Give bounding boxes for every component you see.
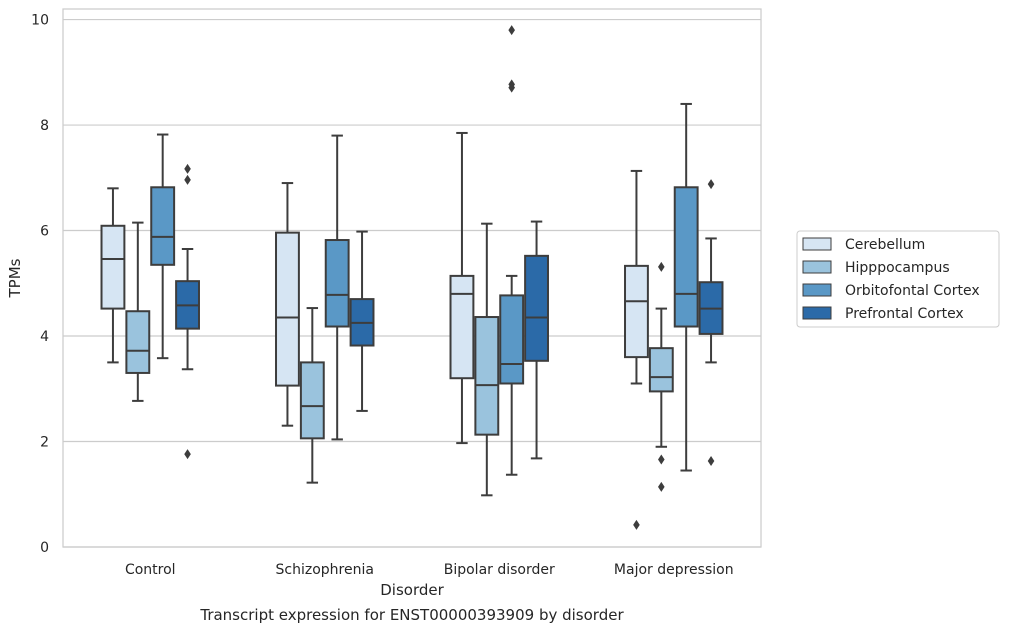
box-hipppocampus: [648, 261, 674, 492]
x-tick-label: Schizophrenia: [276, 562, 374, 578]
legend-label: Hipppocampus: [845, 260, 950, 276]
legend-label: Orbitofontal Cortex: [845, 283, 980, 299]
y-tick-label: 6: [40, 224, 49, 240]
legend-swatch: [802, 306, 832, 320]
box-body: [648, 347, 674, 393]
y-tick-label: 0: [40, 540, 49, 556]
legend-label: Cerebellum: [845, 237, 925, 253]
legend-swatch: [802, 237, 832, 251]
outlier-point: [658, 454, 665, 465]
box-body: [125, 310, 151, 374]
box-body: [624, 264, 649, 359]
y-tick-label: 2: [40, 435, 49, 451]
outlier-point: [707, 179, 715, 190]
box-body: [449, 274, 475, 380]
outlier-point: [707, 456, 715, 467]
box-prefrontal-cortex: [524, 220, 549, 460]
box-body: [524, 254, 549, 362]
box-cerebellum: [449, 131, 475, 445]
y-tick-label: 10: [31, 13, 49, 29]
x-tick-label: Control: [125, 562, 176, 578]
outlier-point: [184, 163, 191, 174]
box-cerebellum: [624, 169, 649, 530]
box-body: [324, 239, 350, 328]
box-prefrontal-cortex: [349, 230, 375, 412]
legend: Cerebellum Hipppocampus Orbitofontal Corte…: [796, 230, 1000, 328]
box-orbitofontal-cortex: [324, 134, 350, 441]
outlier-point: [658, 481, 665, 492]
box-orbitofontal-cortex: [150, 133, 176, 360]
outlier-point: [508, 25, 515, 36]
box-body: [275, 231, 300, 387]
box-prefrontal-cortex: [698, 179, 724, 467]
box-cerebellum: [275, 182, 300, 427]
box-body: [150, 186, 176, 266]
box-body: [673, 186, 699, 328]
box-body: [100, 224, 126, 310]
box-body: [499, 294, 525, 385]
outlier-point: [184, 174, 191, 185]
box-prefrontal-cortex: [175, 163, 200, 460]
legend-swatch: [802, 260, 832, 274]
gridlines: [63, 18, 761, 548]
plot-frame: [62, 8, 762, 548]
box-body: [299, 361, 325, 440]
figure-caption: Transcript expression for ENST0000039390…: [200, 606, 624, 624]
outlier-point: [658, 261, 665, 272]
box-orbitofontal-cortex: [673, 102, 699, 472]
box-cerebellum: [100, 187, 126, 364]
outlier-point: [508, 82, 515, 93]
box-hipppocampus: [474, 222, 500, 497]
box-orbitofontal-cortex: [499, 25, 525, 476]
y-axis-label: TPMs: [6, 258, 24, 298]
y-tick-label: 8: [40, 118, 49, 134]
y-tick-label: 4: [40, 329, 49, 345]
box-hipppocampus: [299, 307, 325, 484]
box-body: [474, 316, 500, 436]
outlier-point: [184, 449, 191, 460]
x-tick-label: Major depression: [614, 562, 734, 578]
legend-label: Prefrontal Cortex: [845, 306, 964, 322]
x-tick-labels: Control Schizophrenia Bipolar disorder Majo…: [125, 562, 734, 578]
box-series: [100, 25, 724, 530]
x-axis-label: Disorder: [380, 581, 444, 599]
y-tick-labels: 0 2 4 6 8 10: [31, 13, 49, 556]
legend-swatch: [802, 283, 832, 297]
legend-frame: [796, 230, 1000, 328]
outlier-point: [633, 519, 640, 530]
x-tick-label: Bipolar disorder: [444, 562, 555, 578]
box-hipppocampus: [125, 221, 151, 402]
